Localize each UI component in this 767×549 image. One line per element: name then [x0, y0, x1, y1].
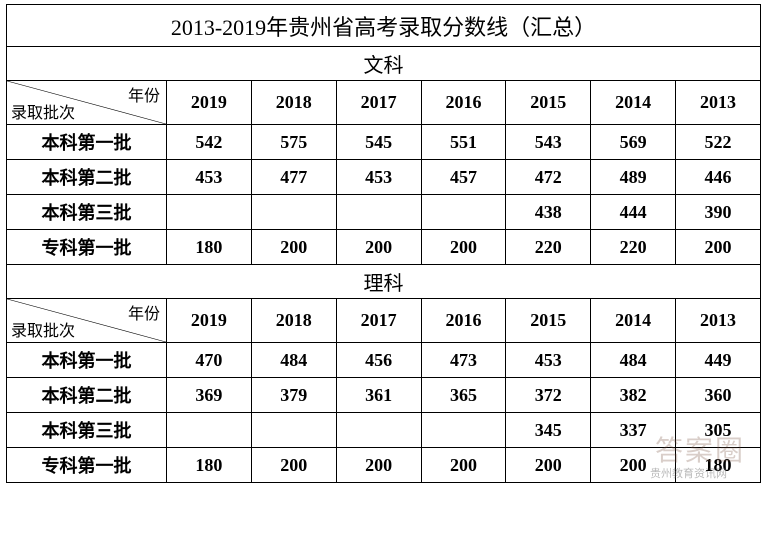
score-cell: 477: [251, 160, 336, 195]
score-cell: 305: [676, 413, 761, 448]
score-cell: 453: [336, 160, 421, 195]
score-cell: 453: [167, 160, 252, 195]
year-header: 2014: [591, 299, 676, 343]
score-cell: 379: [251, 378, 336, 413]
score-cell: [336, 413, 421, 448]
score-cell: 472: [506, 160, 591, 195]
score-cell: 453: [506, 343, 591, 378]
section-header: 文科: [7, 47, 761, 81]
row-label: 专科第一批: [7, 230, 167, 265]
year-header: 2018: [251, 81, 336, 125]
score-cell: [421, 413, 506, 448]
score-cell: 522: [676, 125, 761, 160]
score-cell: 449: [676, 343, 761, 378]
row-label: 本科第二批: [7, 378, 167, 413]
row-label: 本科第一批: [7, 125, 167, 160]
score-cell: 569: [591, 125, 676, 160]
score-cell: 365: [421, 378, 506, 413]
row-label: 本科第一批: [7, 343, 167, 378]
diag-header-cell: 年份录取批次: [7, 299, 167, 343]
year-header: 2015: [506, 299, 591, 343]
score-cell: 200: [251, 448, 336, 483]
diag-label-year: 年份: [128, 300, 160, 324]
row-label: 本科第三批: [7, 195, 167, 230]
year-header: 2018: [251, 299, 336, 343]
score-cell: 551: [421, 125, 506, 160]
score-cell: 446: [676, 160, 761, 195]
score-cell: 438: [506, 195, 591, 230]
score-cell: 575: [251, 125, 336, 160]
score-cell: 542: [167, 125, 252, 160]
score-cell: 543: [506, 125, 591, 160]
score-cell: 360: [676, 378, 761, 413]
score-cell: 390: [676, 195, 761, 230]
score-cell: 200: [421, 230, 506, 265]
year-header: 2017: [336, 299, 421, 343]
score-cell: 180: [676, 448, 761, 483]
score-cell: [251, 195, 336, 230]
score-cell: 484: [591, 343, 676, 378]
score-cell: 444: [591, 195, 676, 230]
score-cell: [251, 413, 336, 448]
row-label: 专科第一批: [7, 448, 167, 483]
score-cell: 369: [167, 378, 252, 413]
score-cell: 200: [336, 230, 421, 265]
score-cell: 372: [506, 378, 591, 413]
score-cell: 457: [421, 160, 506, 195]
score-cell: 473: [421, 343, 506, 378]
year-header: 2016: [421, 81, 506, 125]
score-cell: 200: [336, 448, 421, 483]
score-cell: 180: [167, 448, 252, 483]
diag-label-batch: 录取批次: [11, 317, 75, 341]
score-cell: 200: [506, 448, 591, 483]
score-cell: 470: [167, 343, 252, 378]
score-cell: 220: [506, 230, 591, 265]
row-label: 本科第三批: [7, 413, 167, 448]
section-header: 理科: [7, 265, 761, 299]
score-cell: 180: [167, 230, 252, 265]
score-table: 2013-2019年贵州省高考录取分数线（汇总）文科年份录取批次20192018…: [6, 4, 761, 483]
diag-label-batch: 录取批次: [11, 99, 75, 123]
year-header: 2014: [591, 81, 676, 125]
diag-label-year: 年份: [128, 82, 160, 106]
year-header: 2019: [167, 81, 252, 125]
year-header: 2017: [336, 81, 421, 125]
score-cell: 200: [421, 448, 506, 483]
score-cell: [167, 195, 252, 230]
score-cell: 361: [336, 378, 421, 413]
year-header: 2019: [167, 299, 252, 343]
year-header: 2013: [676, 299, 761, 343]
table-title: 2013-2019年贵州省高考录取分数线（汇总）: [7, 5, 761, 47]
row-label: 本科第二批: [7, 160, 167, 195]
score-cell: 200: [251, 230, 336, 265]
score-cell: 337: [591, 413, 676, 448]
score-cell: 456: [336, 343, 421, 378]
score-cell: [421, 195, 506, 230]
score-cell: 200: [591, 448, 676, 483]
score-cell: 345: [506, 413, 591, 448]
year-header: 2015: [506, 81, 591, 125]
score-cell: 220: [591, 230, 676, 265]
year-header: 2013: [676, 81, 761, 125]
diag-header-cell: 年份录取批次: [7, 81, 167, 125]
score-cell: 484: [251, 343, 336, 378]
score-cell: 200: [676, 230, 761, 265]
score-cell: 382: [591, 378, 676, 413]
score-cell: 489: [591, 160, 676, 195]
score-cell: 545: [336, 125, 421, 160]
score-cell: [167, 413, 252, 448]
year-header: 2016: [421, 299, 506, 343]
score-cell: [336, 195, 421, 230]
page-wrapper: 2013-2019年贵州省高考录取分数线（汇总）文科年份录取批次20192018…: [0, 0, 767, 487]
